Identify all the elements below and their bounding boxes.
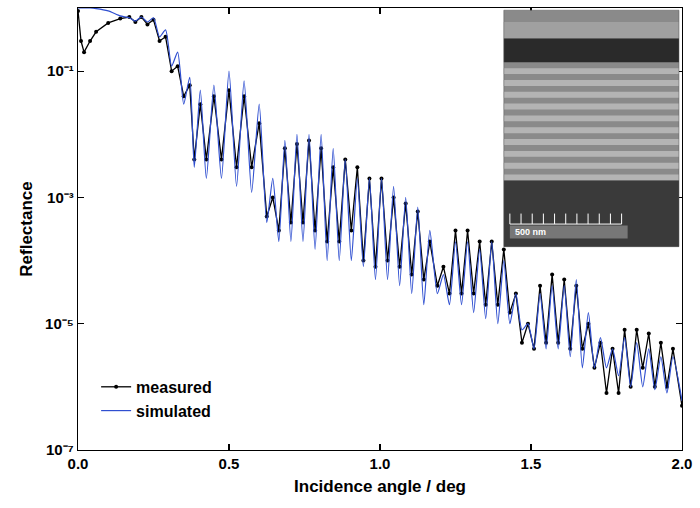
svg-text:0.5: 0.5 bbox=[219, 455, 240, 472]
svg-text:10⁻¹: 10⁻¹ bbox=[47, 62, 74, 79]
svg-text:2.0: 2.0 bbox=[672, 455, 693, 472]
svg-text:0.0: 0.0 bbox=[68, 455, 89, 472]
svg-text:Reflectance: Reflectance bbox=[17, 181, 36, 276]
svg-text:simulated: simulated bbox=[136, 403, 211, 420]
svg-text:Incidence angle / deg: Incidence angle / deg bbox=[294, 477, 466, 496]
svg-text:measured: measured bbox=[136, 379, 212, 396]
svg-text:10⁻³: 10⁻³ bbox=[47, 189, 74, 206]
svg-text:1.0: 1.0 bbox=[370, 455, 391, 472]
svg-text:500 nm: 500 nm bbox=[515, 227, 546, 237]
svg-text:10⁻⁷: 10⁻⁷ bbox=[46, 441, 74, 458]
svg-text:1.5: 1.5 bbox=[521, 455, 542, 472]
svg-text:10⁻⁵: 10⁻⁵ bbox=[45, 315, 74, 332]
